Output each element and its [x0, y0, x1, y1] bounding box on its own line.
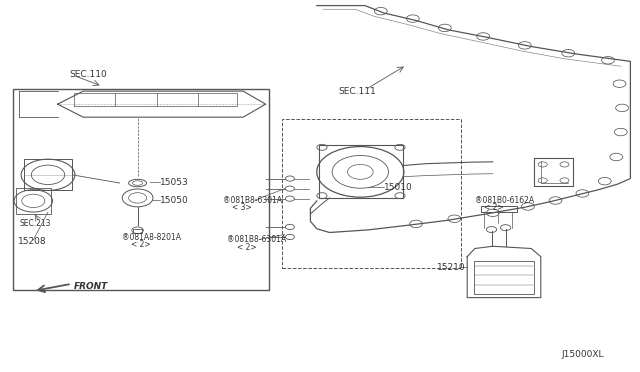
Bar	[13, 89, 269, 290]
Text: SEC.213: SEC.213	[19, 219, 51, 228]
Text: FRONT: FRONT	[74, 282, 109, 291]
Text: 15053: 15053	[160, 178, 189, 187]
Bar	[282, 119, 461, 268]
Bar	[16, 188, 51, 214]
Text: ®081B0-6162A: ®081B0-6162A	[475, 196, 534, 205]
Text: 15050: 15050	[160, 196, 189, 205]
Text: J15000XL: J15000XL	[562, 350, 604, 359]
Text: ®081A8-8201A: ®081A8-8201A	[122, 233, 180, 242]
Text: SEC.111: SEC.111	[338, 87, 376, 96]
Text: SEC.110: SEC.110	[69, 70, 107, 79]
Bar	[133, 229, 142, 232]
Text: ®081B8-6301A: ®081B8-6301A	[227, 235, 286, 244]
Text: < 2>: < 2>	[237, 243, 257, 251]
Text: < 3>: < 3>	[232, 203, 252, 212]
Text: < 2>: < 2>	[131, 240, 151, 249]
Text: 15010: 15010	[384, 183, 413, 192]
Text: 15210: 15210	[436, 263, 465, 272]
Bar	[319, 145, 403, 198]
Bar	[474, 261, 534, 294]
Text: < 2>: < 2>	[484, 203, 504, 212]
Bar	[24, 159, 72, 190]
Text: 15208: 15208	[18, 237, 47, 246]
Text: ®081B8-6301A: ®081B8-6301A	[223, 196, 282, 205]
